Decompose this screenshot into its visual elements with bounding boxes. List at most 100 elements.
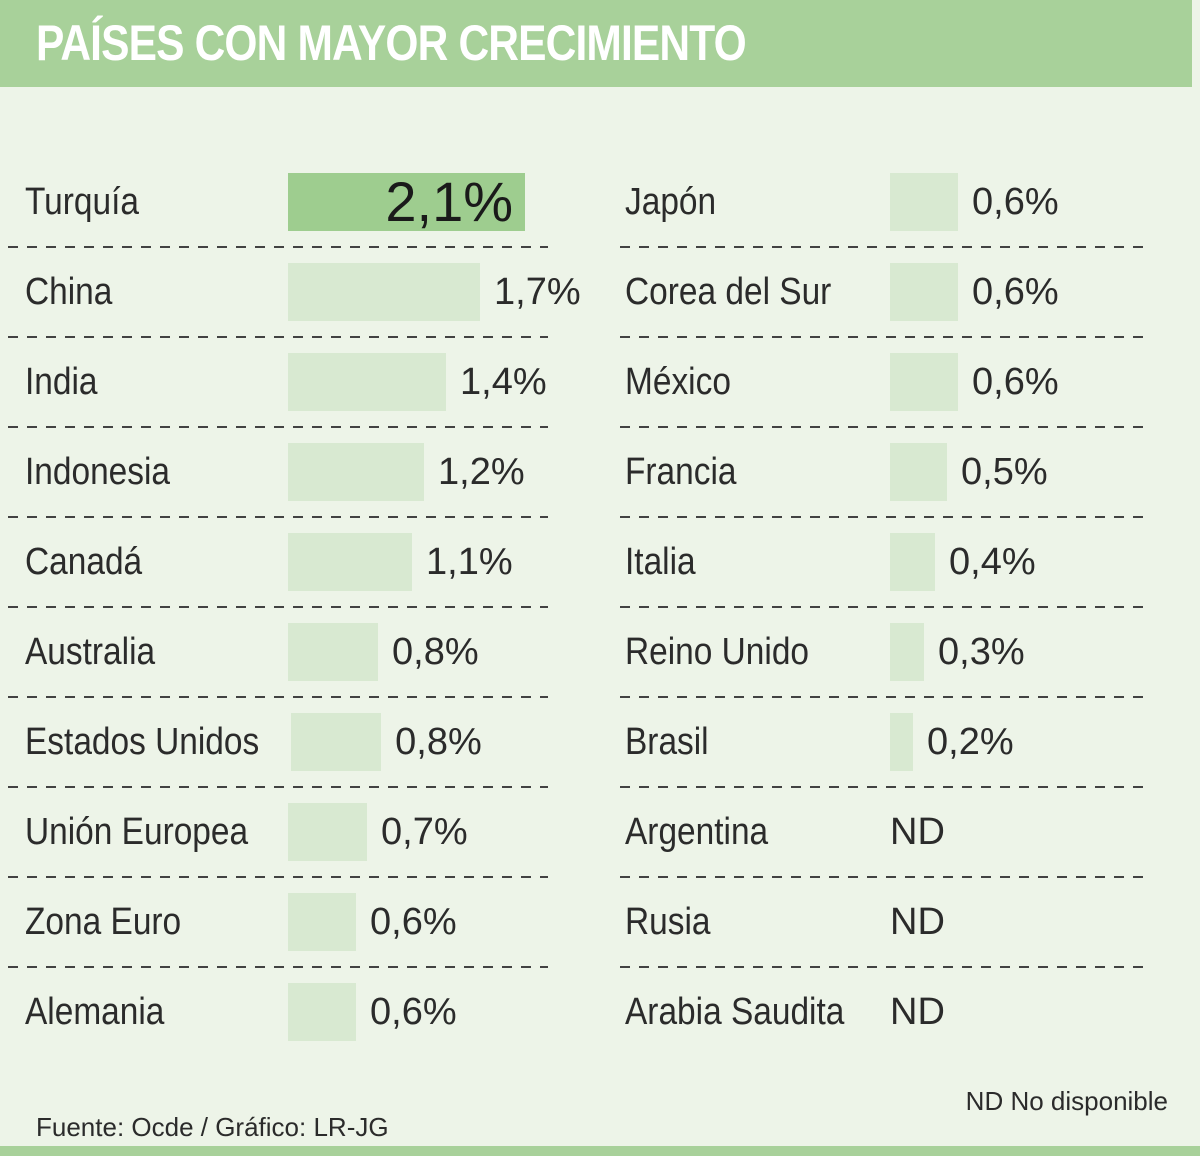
- value-bar: [288, 443, 424, 501]
- page-title: PAÍSES CON MAYOR CRECIMIENTO: [36, 15, 747, 71]
- row-separator: [8, 966, 548, 968]
- value-bar: [890, 443, 947, 501]
- nd-value-label: ND: [890, 900, 945, 943]
- table-row: Zona Euro 0,6%: [25, 878, 548, 966]
- row-separator: [8, 786, 548, 788]
- value-label: 0,8%: [392, 630, 479, 673]
- value-bar: [288, 893, 356, 951]
- value-label: 2,1%: [385, 170, 513, 233]
- table-row: Reino Unido 0,3%: [625, 608, 1152, 696]
- table-row: Francia 0,5%: [625, 428, 1152, 516]
- value-bar: [890, 623, 924, 681]
- country-label: Zona Euro: [25, 900, 182, 943]
- row-separator: [620, 786, 1150, 788]
- value-label: 0,4%: [949, 540, 1036, 583]
- country-label: Francia: [625, 450, 737, 493]
- table-row: Argentina ND: [625, 788, 1152, 876]
- row-separator: [8, 426, 548, 428]
- value-label: 0,7%: [381, 810, 468, 853]
- value-label: 0,6%: [972, 360, 1059, 403]
- value-bar: [288, 983, 356, 1041]
- table-row: Turquía 2,1%: [25, 158, 548, 246]
- value-bar: [288, 803, 367, 861]
- value-label: 0,2%: [927, 720, 1014, 763]
- table-row: Rusia ND: [625, 878, 1152, 966]
- value-label: 0,6%: [972, 180, 1059, 223]
- value-bar: [890, 263, 958, 321]
- nd-legend-note: ND No disponible: [965, 1086, 1168, 1116]
- country-label: China: [25, 270, 113, 313]
- chart-column-right: Japón 0,6% Corea del Sur 0,6% México 0,6% Fran…: [620, 158, 1152, 1056]
- row-separator: [8, 516, 548, 518]
- country-label: Arabia Saudita: [625, 990, 845, 1033]
- value-label: 0,6%: [370, 900, 457, 943]
- country-label: Estados Unidos: [25, 720, 260, 763]
- table-row: Italia 0,4%: [625, 518, 1152, 606]
- value-label: 1,1%: [426, 540, 513, 583]
- table-row: Corea del Sur 0,6%: [625, 248, 1152, 336]
- row-separator: [8, 336, 548, 338]
- value-label: 1,7%: [494, 270, 581, 313]
- table-row: México 0,6%: [625, 338, 1152, 426]
- value-label: 0,3%: [938, 630, 1025, 673]
- table-row: India 1,4%: [25, 338, 548, 426]
- row-separator: [8, 606, 548, 608]
- value-bar: [890, 713, 913, 771]
- value-bar: [890, 353, 958, 411]
- row-separator: [620, 876, 1150, 878]
- country-label: Turquía: [25, 180, 140, 223]
- table-row: Unión Europea 0,7%: [25, 788, 548, 876]
- country-label: Canadá: [25, 540, 143, 583]
- table-row: Indonesia 1,2%: [25, 428, 548, 516]
- value-bar: [291, 713, 382, 771]
- row-separator: [620, 606, 1150, 608]
- row-separator: [620, 516, 1150, 518]
- country-label: Alemania: [25, 990, 165, 1033]
- value-bar: [890, 533, 935, 591]
- row-separator: [8, 246, 548, 248]
- table-row: Alemania 0,6%: [25, 968, 548, 1056]
- country-label: India: [25, 360, 98, 403]
- row-separator: [620, 426, 1150, 428]
- row-separator: [8, 696, 548, 698]
- value-label: 0,6%: [972, 270, 1059, 313]
- table-row: Japón 0,6%: [625, 158, 1152, 246]
- row-separator: [620, 696, 1150, 698]
- country-label: México: [625, 360, 731, 403]
- value-bar: [288, 353, 446, 411]
- country-label: Indonesia: [25, 450, 171, 493]
- value-label: 1,4%: [460, 360, 547, 403]
- highlight-value-bar: 2,1%: [288, 173, 525, 231]
- country-label: Italia: [625, 540, 696, 583]
- nd-value-label: ND: [890, 990, 945, 1033]
- country-label: Rusia: [625, 900, 711, 943]
- table-row: China 1,7%: [25, 248, 581, 336]
- country-label: Unión Europea: [25, 810, 249, 853]
- chart-column-left: Turquía 2,1% China 1,7% India 1,4% Indonesia 1,…: [8, 158, 581, 1056]
- table-row: Arabia Saudita ND: [625, 968, 1152, 1056]
- table-row: Estados Unidos 0,8%: [25, 698, 548, 786]
- country-label: Reino Unido: [625, 630, 810, 673]
- row-separator: [620, 336, 1150, 338]
- value-bar: [288, 533, 412, 591]
- value-bar: [288, 263, 480, 321]
- country-label: Corea del Sur: [625, 270, 832, 313]
- country-label: Brasil: [625, 720, 709, 763]
- value-label: 0,8%: [395, 720, 482, 763]
- row-separator: [620, 966, 1150, 968]
- source-credit: Fuente: Ocde / Gráfico: LR-JG: [36, 1112, 389, 1142]
- country-label: Japón: [625, 180, 717, 223]
- value-bar: [288, 623, 378, 681]
- bottom-strip: [0, 1146, 1200, 1156]
- country-label: Argentina: [625, 810, 769, 853]
- row-separator: [620, 246, 1150, 248]
- table-row: Australia 0,8%: [25, 608, 548, 696]
- value-label: 0,6%: [370, 990, 457, 1033]
- nd-value-label: ND: [890, 810, 945, 853]
- row-separator: [8, 876, 548, 878]
- value-label: 0,5%: [961, 450, 1048, 493]
- table-row: Brasil 0,2%: [625, 698, 1152, 786]
- value-label: 1,2%: [438, 450, 525, 493]
- header-banner: PAÍSES CON MAYOR CRECIMIENTO: [0, 0, 1192, 87]
